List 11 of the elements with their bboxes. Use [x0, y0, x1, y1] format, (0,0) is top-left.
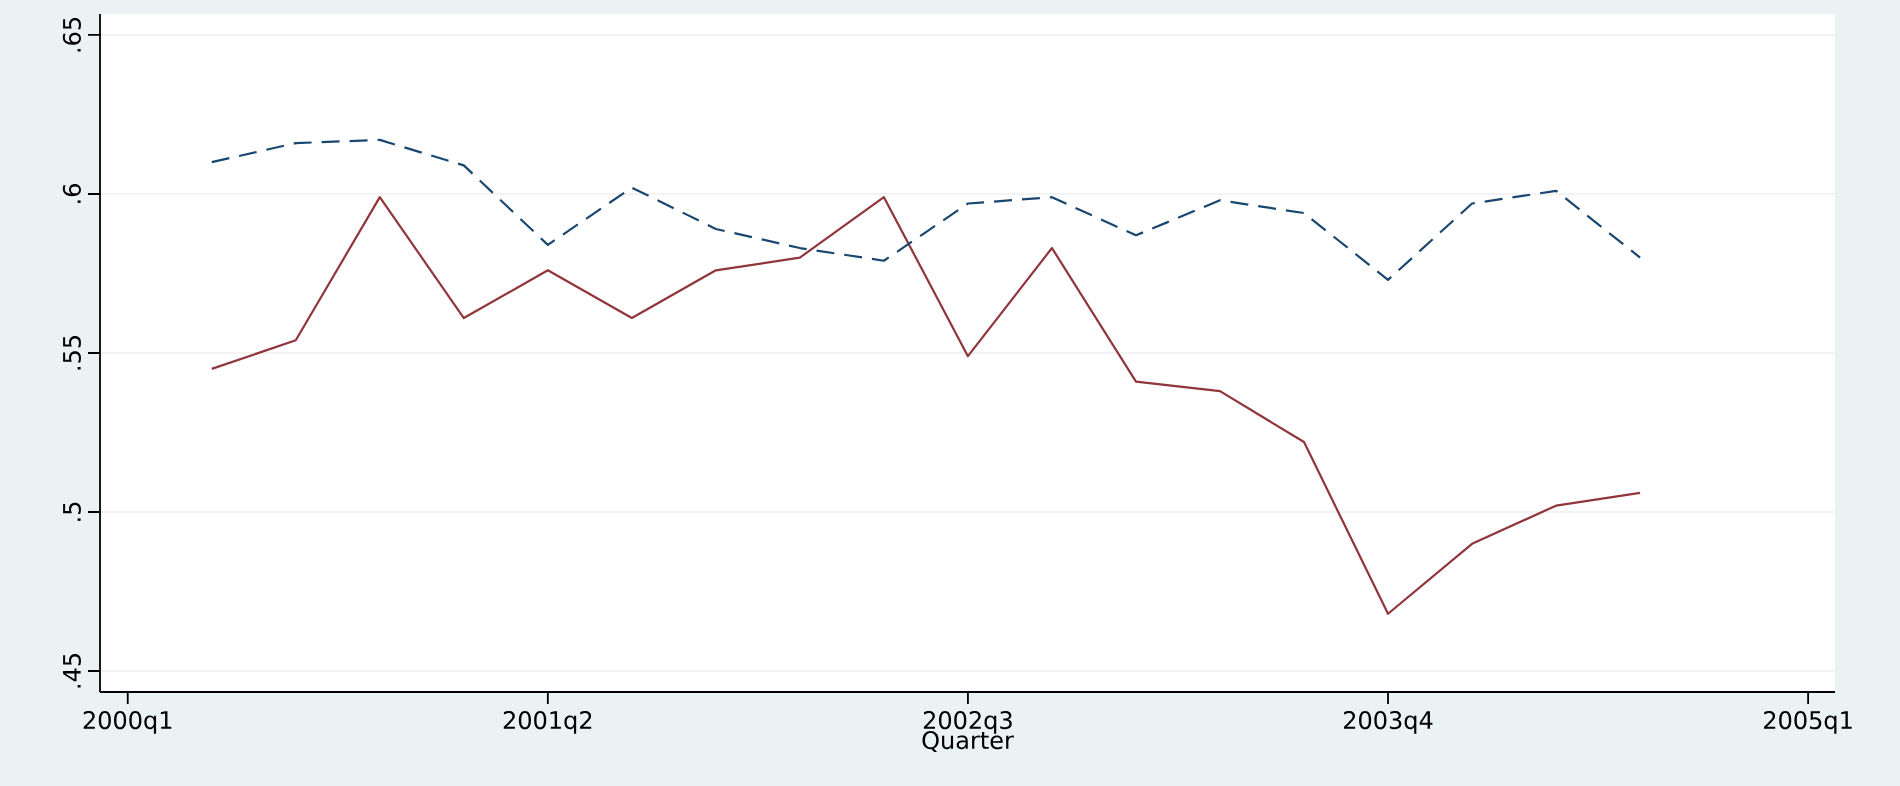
y-tick-label: .6	[62, 184, 81, 203]
x-tick-label: 2001q2	[503, 711, 592, 734]
x-tick-label: 2003q4	[1343, 711, 1433, 734]
y-tick-label: .5	[63, 502, 81, 521]
y-tick-label: .45	[63, 654, 81, 688]
x-tick-label: 2000q1	[83, 711, 172, 734]
y-tick-label: .65	[62, 17, 81, 52]
line-series	[210, 196, 1642, 615]
line-series	[210, 138, 1642, 281]
y-tick-label: .55	[63, 336, 81, 370]
x-tick-label: 2005q1	[1764, 711, 1852, 734]
